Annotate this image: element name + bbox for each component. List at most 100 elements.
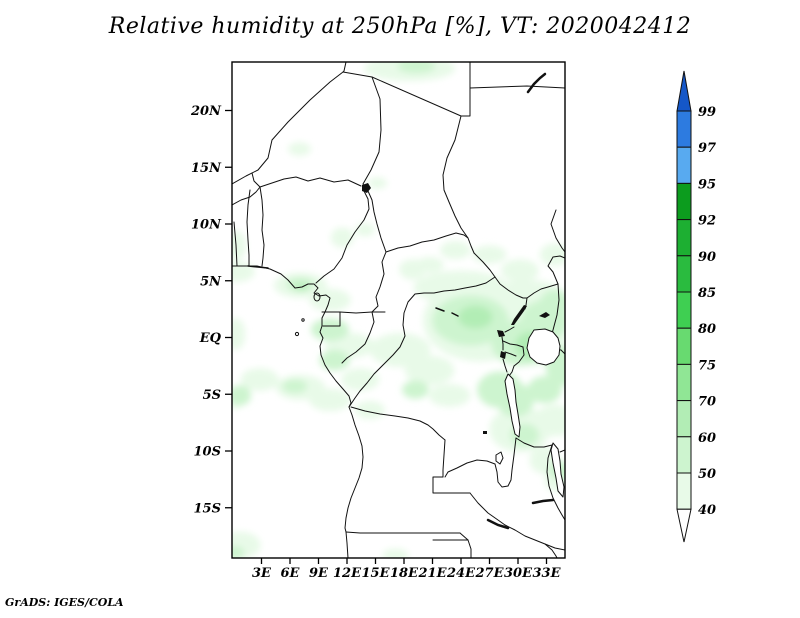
border-segment xyxy=(550,209,565,253)
border-segment xyxy=(385,232,469,253)
lake-dark xyxy=(539,312,550,318)
lat-tick-label: 10N xyxy=(191,218,222,233)
border-segment xyxy=(233,221,238,267)
border-segment xyxy=(345,531,461,534)
coastline xyxy=(232,265,364,558)
colorbar-bottom-arrow xyxy=(676,508,692,543)
border-segment xyxy=(232,186,261,206)
lat-tick-label: 5S xyxy=(203,388,221,403)
island xyxy=(294,331,300,337)
humidity-cell xyxy=(382,548,409,558)
border-segment xyxy=(467,539,472,558)
lake xyxy=(504,373,521,438)
colorbar-tick-label: 75 xyxy=(698,358,716,373)
border-segment xyxy=(232,71,344,185)
grads-credit: GrADS: IGES/COLA xyxy=(5,596,124,609)
border-segment xyxy=(348,276,496,408)
lon-tick-label: 24E xyxy=(446,566,476,581)
lake xyxy=(550,442,565,498)
humidity-cell xyxy=(319,350,350,371)
colorbar-tick-label: 40 xyxy=(698,503,716,518)
colorbar-tick-label: 99 xyxy=(698,105,716,120)
border-segment xyxy=(459,532,469,541)
border-segment xyxy=(526,283,559,299)
colorbar-tick-label: 80 xyxy=(698,322,716,337)
lat-tick-label: 20N xyxy=(190,104,222,119)
lon-tick-label: 3E xyxy=(252,566,272,581)
border-segment xyxy=(546,444,565,521)
humidity-cell xyxy=(367,177,387,189)
border-segment xyxy=(544,543,558,558)
border-segment xyxy=(251,172,261,188)
border-segment xyxy=(502,358,508,373)
humidity-cell xyxy=(402,380,429,399)
humidity-cell xyxy=(404,355,455,386)
colorbar-band xyxy=(676,400,692,438)
border-segment xyxy=(444,459,496,478)
colorbar-tick-label: 97 xyxy=(698,141,716,156)
island xyxy=(313,292,321,302)
river xyxy=(247,265,269,269)
lake-dark xyxy=(500,351,506,359)
humidity-cell xyxy=(472,245,507,264)
humidity-cell xyxy=(458,305,493,329)
border-segment xyxy=(315,188,370,284)
border-segment xyxy=(502,340,524,348)
river xyxy=(531,498,555,505)
border-segment xyxy=(442,439,446,478)
lon-tick-label: 15E xyxy=(362,566,391,581)
border-segment xyxy=(259,176,362,188)
river xyxy=(435,307,445,312)
colorbar-tick-label: 60 xyxy=(698,431,716,446)
lake-dark xyxy=(497,330,505,337)
lake-dark xyxy=(362,183,371,193)
lat-tick-label: EQ xyxy=(199,331,222,346)
lat-tick-label: 15S xyxy=(194,501,221,516)
lon-tick-label: 21E xyxy=(418,566,448,581)
border-segment xyxy=(460,87,471,117)
border-segment xyxy=(507,437,517,487)
border-segment xyxy=(339,311,386,314)
colorbar-band xyxy=(676,472,692,510)
humidity-cell xyxy=(397,62,436,73)
colorbar-band xyxy=(676,255,692,293)
colorbar-band xyxy=(676,327,692,365)
longitude-axis: 3E 6E 9E 12E 15E 18E 21E 24E 27E 30E 33E xyxy=(252,558,562,581)
humidity-cell xyxy=(440,241,471,260)
border-segment xyxy=(504,351,517,357)
humidity-cell xyxy=(355,222,375,237)
border-segment xyxy=(504,524,565,551)
humidity-cell xyxy=(399,259,426,280)
lat-tick-label: 15N xyxy=(191,161,222,176)
border-segment xyxy=(350,406,446,441)
colorbar-tick-label: 92 xyxy=(698,214,716,229)
border-segment xyxy=(371,251,387,313)
humidity-cell xyxy=(527,376,562,404)
humidity-cell xyxy=(330,227,354,248)
humidity-cell xyxy=(310,318,349,341)
border-segment xyxy=(467,237,475,254)
colorbar: 99 97 95 92 90 85 80 75 70 60 50 40 xyxy=(676,70,716,543)
border-segment xyxy=(371,76,462,117)
border-segment xyxy=(259,186,265,267)
lon-tick-label: 30E xyxy=(504,566,533,581)
border-segment xyxy=(342,62,347,73)
border-segment xyxy=(501,336,504,351)
lat-tick-label: 10S xyxy=(194,445,221,460)
border-segment xyxy=(547,255,565,285)
lake xyxy=(526,328,561,366)
river xyxy=(451,312,459,317)
humidity-cell xyxy=(539,243,565,266)
border-segment xyxy=(362,76,382,185)
lake-dark xyxy=(483,431,487,434)
colorbar-tick-label: 50 xyxy=(698,467,716,482)
border-segment xyxy=(513,346,525,367)
humidity-cell xyxy=(232,318,246,350)
colorbar-band xyxy=(676,182,692,221)
lon-tick-label: 18E xyxy=(390,566,419,581)
humidity-cell xyxy=(232,385,252,406)
humidity-cell xyxy=(500,259,539,282)
colorbar-band xyxy=(676,110,692,148)
border-segment xyxy=(321,311,341,327)
